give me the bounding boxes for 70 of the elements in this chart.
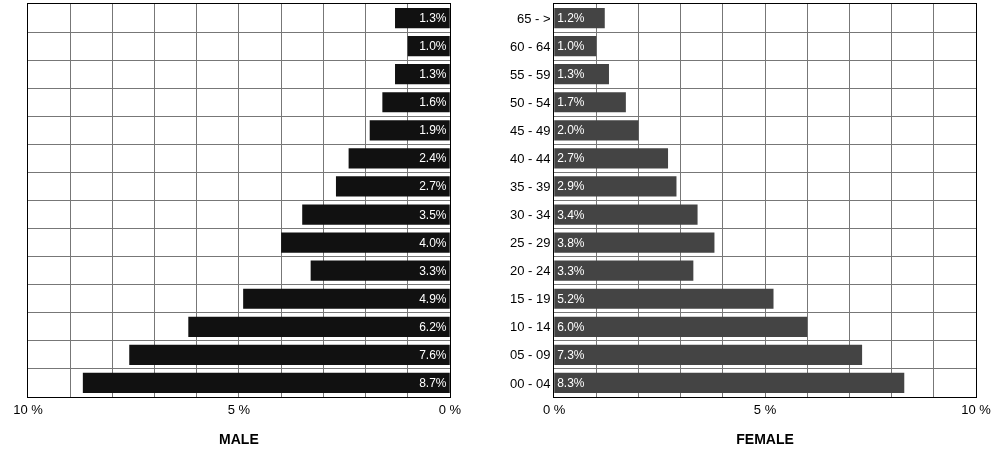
- bar: [554, 204, 698, 225]
- data-label: 6.2%: [419, 319, 447, 334]
- x-tick-label: 5 %: [227, 401, 251, 417]
- data-label: 1.2%: [557, 11, 585, 26]
- y-tick-label: 15 - 19: [510, 291, 551, 307]
- data-label: 1.3%: [557, 67, 585, 82]
- y-tick-label: 45 - 49: [510, 122, 551, 138]
- bar: [554, 176, 677, 197]
- data-label: 7.6%: [419, 347, 447, 362]
- x-tick-label: 0 %: [542, 401, 566, 417]
- x-axis-title: MALE: [219, 430, 259, 447]
- y-tick-label: 20 - 24: [510, 263, 551, 279]
- data-label: 1.7%: [557, 95, 585, 110]
- data-label: 4.9%: [419, 291, 447, 306]
- bar: [335, 176, 450, 197]
- y-tick-label: 55 - 59: [510, 66, 551, 82]
- data-label: 5.2%: [557, 291, 585, 306]
- data-label: 3.3%: [419, 263, 447, 278]
- data-label: 8.3%: [557, 375, 585, 390]
- bar: [310, 260, 450, 281]
- bar: [188, 316, 450, 337]
- y-tick-label: 65 - >: [516, 10, 551, 26]
- x-tick-label: 0 %: [438, 401, 462, 417]
- data-label: 1.0%: [557, 39, 585, 54]
- data-label: 3.3%: [557, 263, 585, 278]
- bar: [348, 148, 450, 169]
- y-tick-label: 35 - 39: [510, 179, 551, 195]
- bar: [554, 148, 669, 169]
- y-tick-label: 30 - 34: [510, 207, 551, 223]
- y-tick-label: 50 - 54: [510, 94, 551, 110]
- bar: [554, 316, 808, 337]
- data-label: 1.6%: [419, 95, 447, 110]
- bar: [554, 288, 774, 309]
- data-label: 4.0%: [419, 235, 447, 250]
- data-label: 1.3%: [419, 11, 447, 26]
- bar: [554, 120, 639, 141]
- data-label: 3.5%: [419, 207, 447, 222]
- data-label: 2.0%: [557, 123, 585, 138]
- data-label: 1.3%: [419, 67, 447, 82]
- data-label: 1.0%: [419, 39, 447, 54]
- data-label: 1.9%: [419, 123, 447, 138]
- bar: [82, 372, 450, 394]
- data-label: 7.3%: [557, 347, 585, 362]
- x-tick-label: 5 %: [753, 401, 777, 417]
- x-axis-title: FEMALE: [736, 430, 794, 447]
- data-label: 6.0%: [557, 319, 585, 334]
- data-label: 2.4%: [419, 151, 447, 166]
- bar: [554, 344, 863, 365]
- y-tick-label: 05 - 09: [510, 347, 551, 363]
- bar: [129, 344, 450, 365]
- bar: [554, 232, 715, 253]
- data-label: 8.7%: [419, 375, 447, 390]
- y-tick-label: 00 - 04: [510, 375, 551, 391]
- data-label: 2.9%: [557, 179, 585, 194]
- bar: [281, 232, 450, 253]
- y-tick-label: 10 - 14: [510, 319, 551, 335]
- data-label: 3.4%: [557, 207, 585, 222]
- x-tick-label: 10 %: [961, 401, 992, 417]
- bar: [554, 260, 694, 281]
- bar: [554, 372, 905, 394]
- bar: [243, 288, 450, 309]
- y-tick-label: 40 - 44: [510, 150, 551, 166]
- y-tick-label: 25 - 29: [510, 235, 551, 251]
- y-tick-label: 60 - 64: [510, 38, 551, 54]
- data-label: 2.7%: [419, 179, 447, 194]
- data-label: 3.8%: [557, 235, 585, 250]
- data-label: 2.7%: [557, 151, 585, 166]
- bar: [302, 204, 450, 225]
- x-tick-label: 10 %: [13, 401, 44, 417]
- bar: [554, 92, 626, 113]
